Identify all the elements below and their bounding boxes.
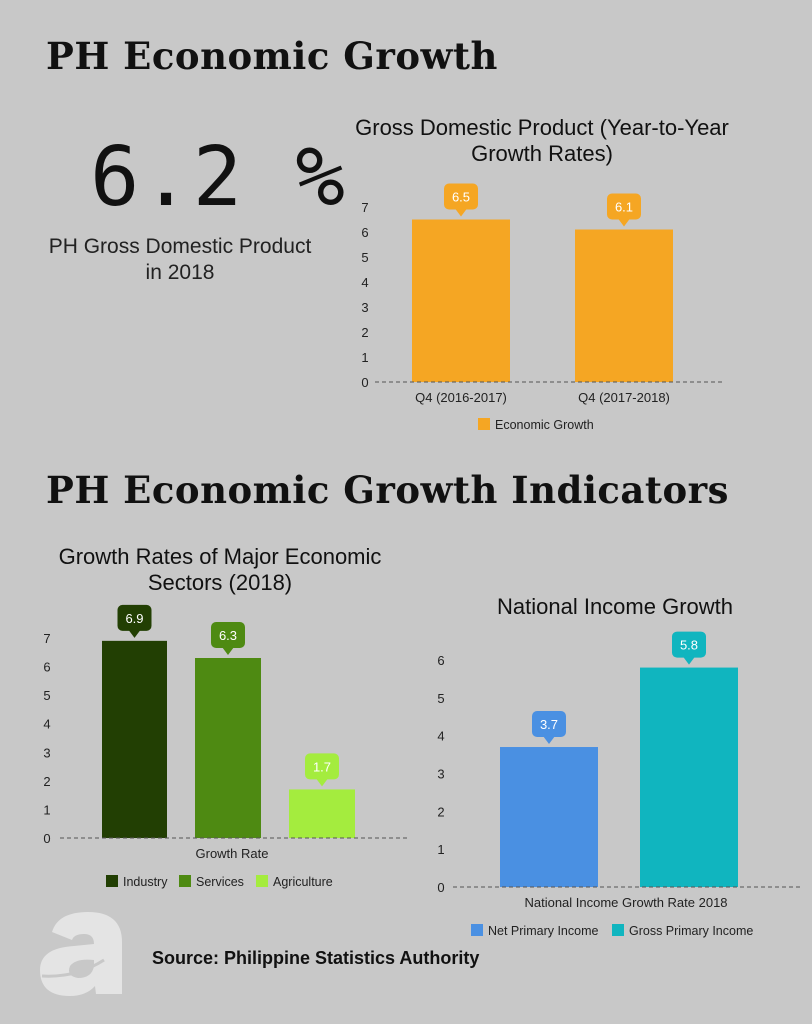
bar-gross-primary-income [640, 667, 738, 887]
bar-economic-growth [412, 219, 510, 382]
y-tick-label: 6 [43, 660, 50, 675]
y-tick-label: 5 [361, 250, 368, 265]
y-tick-label: 0 [43, 831, 50, 846]
category-label: Q4 (2016-2017) [415, 390, 507, 405]
data-label-bubble [444, 183, 478, 210]
category-label: Growth Rate [196, 846, 269, 861]
category-label: Q4 (2017-2018) [578, 390, 670, 405]
income-chart-title: National Income Growth [497, 594, 733, 619]
bar-agriculture [289, 789, 355, 838]
gdp-highlight-caption: PH Gross Domestic Product in 2018 [48, 235, 312, 284]
y-tick-label: 3 [437, 767, 444, 782]
legend-swatch [612, 924, 624, 936]
page-title: PH Economic Growth [46, 34, 498, 78]
y-tick-label: 0 [437, 880, 444, 895]
source-note: Source: Philippine Statistics Authority [152, 948, 480, 968]
y-tick-label: 1 [361, 350, 368, 365]
legend-swatch [471, 924, 483, 936]
legend-label: Gross Primary Income [629, 924, 753, 938]
data-label-bubble [607, 193, 641, 220]
y-tick-label: 2 [361, 325, 368, 340]
legend-label: Services [196, 875, 244, 889]
category-label: National Income Growth Rate 2018 [524, 895, 727, 910]
data-label-pointer [683, 656, 695, 665]
data-label: 1.7 [313, 759, 331, 774]
data-label-pointer [316, 778, 328, 787]
legend-swatch [106, 875, 118, 887]
bar-industry [102, 640, 167, 838]
y-tick-label: 1 [43, 802, 50, 817]
legend-swatch [256, 875, 268, 887]
data-label-bubble [211, 622, 245, 648]
data-label: 6.1 [615, 200, 633, 215]
y-tick-label: 3 [43, 745, 50, 760]
y-tick-label: 6 [361, 225, 368, 240]
data-label-bubble [117, 604, 152, 631]
bar-net-primary-income [500, 747, 598, 887]
y-tick-label: 5 [437, 691, 444, 706]
data-label: 3.7 [540, 717, 558, 732]
bar-services [195, 658, 261, 838]
y-tick-label: 7 [43, 631, 50, 646]
data-label-pointer [128, 629, 141, 638]
data-label-pointer [455, 208, 467, 217]
y-tick-label: 3 [361, 300, 368, 315]
y-tick-label: 6 [437, 653, 444, 668]
data-label-pointer [618, 218, 630, 227]
sectors-chart-title: Growth Rates of Major Economic Sectors (… [58, 544, 382, 595]
y-tick-label: 1 [437, 842, 444, 857]
data-label: 6.3 [219, 628, 237, 643]
gdp-chart-title: Gross Domestic Product (Year-to-Year Gro… [355, 115, 729, 166]
data-label-pointer [222, 647, 234, 655]
legend-swatch [179, 875, 191, 887]
data-label: 5.8 [680, 638, 698, 653]
y-tick-label: 4 [361, 275, 368, 290]
legend-label: Economic Growth [495, 418, 594, 432]
legend-label: Industry [123, 875, 168, 889]
y-tick-label: 2 [43, 774, 50, 789]
brand-logo [40, 912, 122, 996]
data-label-bubble [532, 711, 566, 738]
y-tick-label: 5 [43, 688, 50, 703]
bar-economic-growth [575, 229, 673, 382]
y-tick-label: 0 [361, 375, 368, 390]
legend-label: Agriculture [273, 875, 333, 889]
y-tick-label: 4 [43, 717, 50, 732]
y-tick-label: 4 [437, 729, 444, 744]
gdp-highlight-value: 6.2 % [90, 130, 347, 225]
legend-label: Net Primary Income [488, 924, 598, 938]
y-tick-label: 7 [361, 200, 368, 215]
data-label-bubble [672, 631, 706, 658]
y-tick-label: 2 [437, 804, 444, 819]
data-label: 6.5 [452, 190, 470, 205]
section-title: PH Economic Growth Indicators [46, 468, 729, 512]
data-label: 6.9 [125, 611, 143, 626]
data-label-bubble [305, 753, 339, 780]
legend-swatch [478, 418, 490, 430]
data-label-pointer [543, 736, 555, 745]
